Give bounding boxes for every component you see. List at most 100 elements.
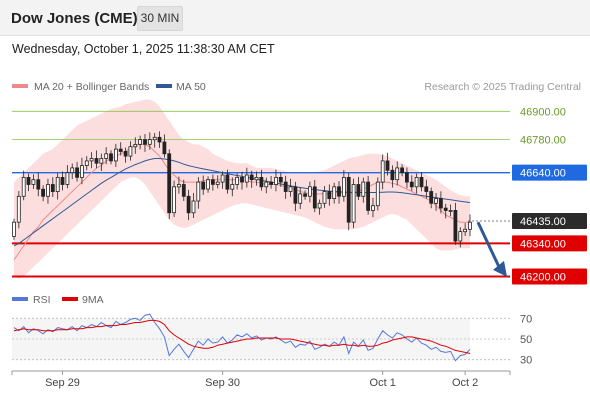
candle-up	[264, 181, 269, 188]
candle-up	[220, 174, 225, 183]
candle-up	[80, 165, 84, 178]
candle-down	[312, 186, 317, 209]
rsi-legend: RSI 9MA	[12, 294, 104, 306]
last-price-label: 46435.00	[520, 216, 566, 228]
watermark: Research © 2025 Trading Central	[424, 81, 581, 93]
candle-up	[104, 153, 109, 159]
candle-down	[283, 181, 288, 192]
candle-down	[225, 174, 230, 190]
x-tick-label: Sep 30	[205, 377, 240, 389]
candle-down	[269, 181, 274, 185]
candle-down	[400, 167, 405, 173]
candle-down	[303, 193, 308, 197]
candle-down	[327, 191, 332, 199]
candle-down	[186, 195, 191, 214]
candle-down	[50, 184, 55, 192]
candle-up	[322, 191, 327, 204]
support-price-tag	[512, 268, 587, 285]
candle-down	[443, 207, 448, 211]
candle-up	[138, 139, 143, 145]
resistance-label: 46900.00	[520, 106, 566, 118]
candle-up	[99, 158, 104, 164]
legend-swatch-9ma	[62, 297, 78, 301]
candle-up	[448, 209, 453, 212]
candle-up	[414, 176, 419, 188]
candle-down	[36, 179, 41, 190]
candle-up	[65, 172, 70, 185]
candle-up	[206, 179, 210, 190]
candle-down	[157, 136, 162, 143]
support-price-tag	[512, 235, 587, 252]
candle-up	[468, 221, 472, 230]
price-pane: 46900.00 46780.00 46640.00 46435.00 46340.00…	[12, 99, 587, 285]
candle-down	[94, 158, 99, 164]
rsi-line	[13, 313, 471, 362]
forecast-arrow-shaft	[476, 221, 501, 268]
candle-down	[346, 176, 351, 223]
candle-up	[341, 176, 346, 197]
candle-up	[395, 167, 400, 181]
chart-datetime: Wednesday, October 1, 2025 11:38:30 AM C…	[12, 42, 275, 56]
timeframe-button[interactable]: 30 MIN	[137, 6, 183, 31]
candle-down	[109, 153, 113, 162]
candle-up	[298, 193, 303, 204]
last-price-tag	[512, 213, 587, 230]
candle-down	[278, 176, 283, 183]
candle-up	[21, 176, 26, 197]
candle-up	[463, 228, 468, 233]
candle-up	[244, 174, 249, 183]
time-axis: Sep 29 Sep 30 Oct 1 Oct 2	[11, 370, 511, 389]
candle-down	[201, 181, 206, 190]
candle-down	[337, 186, 341, 197]
candle-up	[176, 184, 181, 188]
candle-up	[196, 181, 201, 202]
candle-down	[167, 153, 172, 214]
candle-down	[390, 169, 395, 181]
candle-up	[317, 202, 322, 209]
candle-up	[31, 179, 36, 185]
candle-up	[274, 176, 278, 185]
candle-down	[419, 176, 424, 188]
candle-down	[118, 148, 123, 152]
candle-up	[230, 184, 235, 190]
candle-up	[84, 160, 89, 166]
rsi-pane: 70 50 30	[12, 313, 532, 367]
candle-up	[288, 186, 293, 192]
candle-up	[191, 200, 196, 214]
candle-up	[89, 158, 94, 162]
candle-up	[380, 160, 385, 183]
candle-up	[114, 148, 118, 162]
candle-up	[70, 167, 75, 173]
candle-up	[55, 176, 60, 192]
candle-down	[162, 141, 167, 155]
pivot-price-label: 46640.00	[520, 168, 566, 180]
candle-down	[385, 160, 390, 171]
support-price-label: 46340.00	[520, 238, 566, 250]
candle-up	[351, 184, 356, 223]
pivot-price-tag	[512, 164, 587, 181]
x-tick-label: Sep 29	[45, 377, 80, 389]
candle-down	[75, 167, 79, 178]
candle-up	[254, 176, 259, 181]
candle-up	[371, 205, 375, 211]
candle-up	[361, 181, 366, 197]
candle-up	[152, 136, 157, 141]
candle-up	[128, 146, 133, 157]
legend-label-bollinger: MA 20 + Bollinger Bands	[34, 81, 149, 93]
legend-swatch-bollinger	[12, 84, 28, 88]
candle-down	[293, 186, 298, 204]
candle-down	[259, 176, 264, 188]
candle-down	[249, 174, 254, 181]
legend-swatch-rsi	[12, 297, 28, 301]
legend-label-rsi: RSI	[33, 294, 51, 306]
support-price-label: 46200.00	[520, 271, 566, 283]
candle-up	[147, 139, 152, 145]
legend-swatch-ma50	[156, 84, 172, 88]
x-tick-label: Oct 1	[370, 377, 396, 389]
candle-down	[356, 184, 361, 197]
candle-up	[16, 195, 21, 223]
rsi-tick-label: 70	[520, 313, 532, 325]
rsi-tick-label: 50	[520, 334, 532, 346]
legend-label-9ma: 9MA	[82, 294, 104, 306]
chart-header: Dow Jones (CME) 30 MIN	[0, 0, 590, 36]
